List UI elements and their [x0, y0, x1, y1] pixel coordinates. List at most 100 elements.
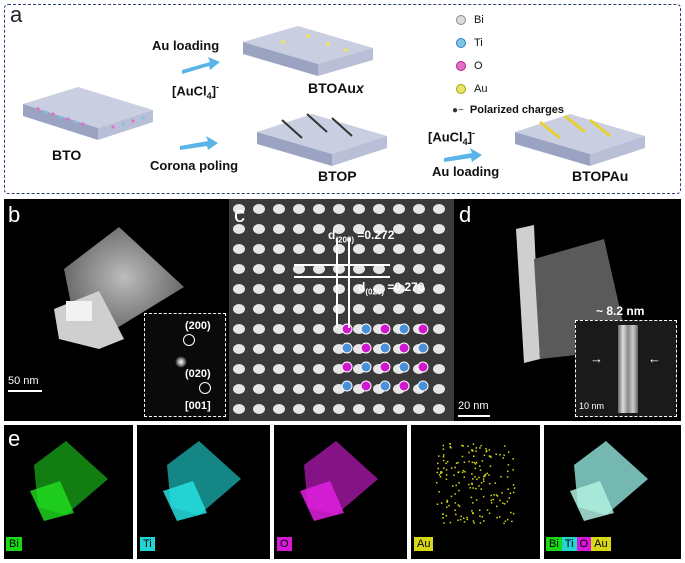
au-signal-dot	[454, 493, 456, 495]
au-signal-dot	[464, 471, 466, 473]
lattice-atom	[233, 204, 245, 214]
lattice-atom	[233, 364, 245, 374]
structure-atom	[341, 342, 353, 354]
structure-atom	[417, 361, 429, 373]
au-signal-dot	[449, 521, 452, 524]
o-map-image	[274, 425, 407, 559]
btopau-label: BTOPAu	[572, 168, 629, 184]
lattice-atom	[253, 344, 265, 354]
legend-polarized: ●− Polarized charges	[452, 104, 565, 116]
au-signal-dot	[475, 447, 478, 449]
au-signal-dot	[450, 467, 453, 469]
panel-d-scale-bar	[458, 415, 490, 417]
lattice-atom	[273, 244, 285, 254]
au-signal-dot	[481, 460, 484, 462]
lattice-atom	[233, 404, 245, 414]
au-signal-dot	[512, 468, 514, 471]
o-map-tag: O	[277, 537, 292, 551]
lattice-atom	[373, 404, 385, 414]
lattice-atom	[393, 304, 405, 314]
au-signal-dot	[442, 513, 444, 515]
au-signal-dot	[490, 501, 493, 504]
lattice-atom	[313, 284, 325, 294]
merged-o-tag: O	[576, 537, 592, 551]
lattice-atom	[433, 404, 445, 414]
lattice-atom	[253, 284, 265, 294]
structure-atom	[379, 380, 391, 392]
lattice-atom	[233, 264, 245, 274]
au-signal-dot	[442, 459, 445, 462]
d200-label: d(200) =0.272	[328, 228, 395, 245]
lattice-atom	[413, 304, 425, 314]
au-signal-dot	[475, 487, 477, 490]
au-signal-dot	[492, 498, 495, 501]
au-signal-dot	[507, 470, 509, 473]
lattice-atom	[313, 244, 325, 254]
au-signal-dot	[471, 482, 473, 485]
au-signal-dot	[454, 509, 456, 511]
lattice-atom	[313, 344, 325, 354]
merged-map-image	[544, 425, 681, 559]
structure-atom	[360, 342, 372, 354]
left-arrow-icon: ←	[648, 351, 661, 366]
structure-atom	[379, 323, 391, 335]
au-signal-dot	[504, 520, 507, 522]
lattice-atom	[313, 224, 325, 234]
d200-line-2	[294, 276, 390, 278]
lattice-atom	[293, 264, 305, 274]
structure-atom	[360, 380, 372, 392]
au-signal-dot	[478, 465, 481, 467]
bi-map-tag: Bi	[6, 537, 22, 551]
au-signal-dot	[445, 474, 448, 476]
merged-ti-tag: Ti	[561, 537, 577, 551]
right-arrow-icon: →	[590, 351, 603, 366]
au-signal-dot	[442, 454, 445, 456]
lattice-atom	[293, 344, 305, 354]
lattice-atom	[293, 204, 305, 214]
lattice-atom	[293, 384, 305, 394]
edge-inset: → ← 10 nm	[575, 320, 677, 417]
lattice-atom	[293, 224, 305, 234]
lattice-atom	[233, 244, 245, 254]
lattice-atom	[313, 304, 325, 314]
au-signal-dot	[489, 465, 492, 467]
structure-atom	[398, 323, 410, 335]
au-signal-dot	[507, 488, 510, 490]
au-signal-dot	[485, 449, 488, 452]
legend-au: Au	[456, 83, 487, 95]
lattice-atom	[353, 244, 365, 254]
au-signal-dot	[490, 456, 492, 458]
arrow-corona-icon	[180, 136, 218, 150]
panel-c-hrtem-image	[229, 199, 454, 421]
au-signal-dot	[455, 513, 457, 516]
au-signal-dot	[463, 476, 466, 478]
lattice-atom	[253, 304, 265, 314]
panel-b-label: b	[8, 202, 21, 227]
lattice-atom	[433, 264, 445, 274]
au-signal-dot	[446, 460, 449, 463]
lattice-atom	[293, 324, 305, 334]
au-signal-dot	[476, 478, 478, 481]
au-signal-dot	[512, 512, 515, 515]
au-signal-dot	[482, 495, 485, 498]
lattice-atom	[333, 224, 345, 234]
au-map-tag: Au	[414, 537, 434, 551]
panel-b-scale-bar	[8, 390, 42, 392]
au-signal-dot	[473, 522, 475, 524]
au-signal-dot	[506, 500, 509, 503]
lattice-atom	[413, 224, 425, 234]
lattice-atom	[333, 304, 345, 314]
lattice-atom	[333, 284, 345, 294]
lattice-atom	[293, 364, 305, 374]
lattice-atom	[253, 384, 265, 394]
lattice-atom	[353, 284, 365, 294]
o-atom-icon	[456, 61, 466, 71]
au-signal-dot	[441, 471, 443, 473]
au-map-image	[411, 425, 540, 559]
au-signal-dot	[500, 475, 502, 478]
structure-atom	[417, 342, 429, 354]
au-signal-dot	[438, 474, 441, 476]
au-signal-dot	[471, 461, 474, 464]
au-signal-dot	[446, 500, 449, 503]
thickness-label: ~ 8.2 nm	[596, 304, 645, 318]
